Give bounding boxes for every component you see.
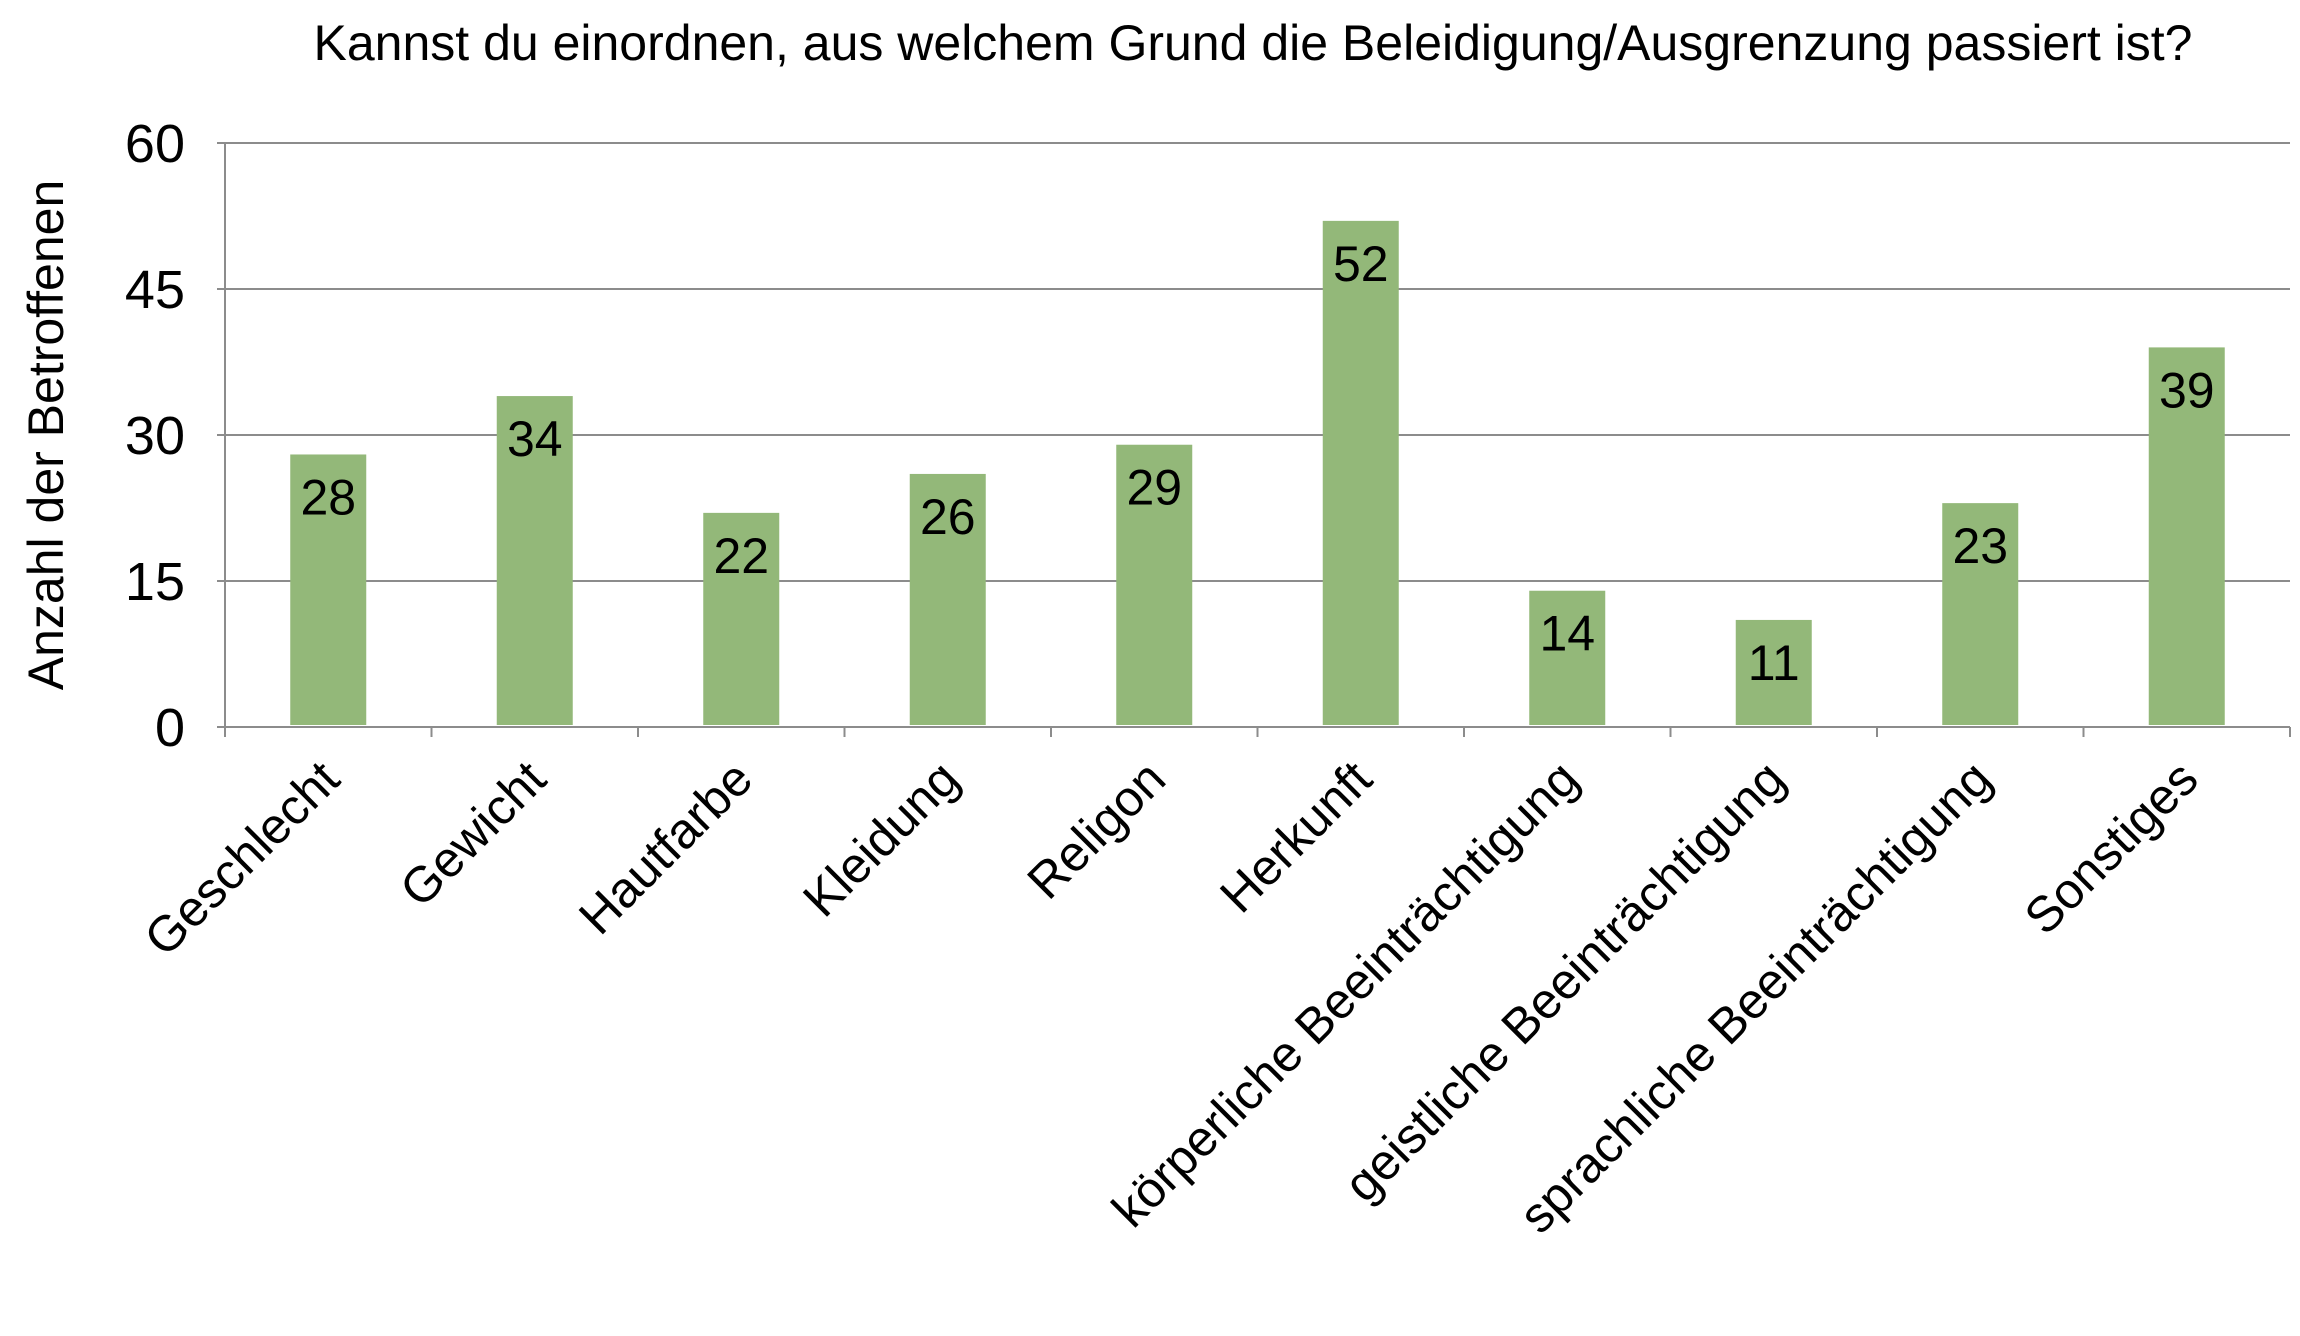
data-label: 34 — [507, 411, 563, 467]
y-axis-title: Anzahl der Betroffenen — [18, 180, 74, 691]
data-label: 39 — [2159, 362, 2215, 418]
chart-title: Kannst du einordnen, aus welchem Grund d… — [314, 15, 2193, 71]
x-tick-label: Gewicht — [389, 750, 556, 917]
x-tick-label: Religon — [1017, 750, 1176, 909]
data-label: 22 — [713, 528, 769, 584]
x-tick-label: Hautfarbe — [568, 750, 763, 945]
data-label: 14 — [1539, 606, 1595, 662]
bar — [2148, 347, 2225, 725]
x-tick-label: Kleidung — [792, 750, 969, 927]
bar — [1735, 619, 1812, 725]
bar — [1529, 590, 1606, 725]
x-tick-labels: Geschlecht Gewicht Hautfarbe Kleidung Religo… — [134, 750, 2209, 1244]
data-label: 26 — [920, 489, 976, 545]
bar — [909, 473, 986, 725]
y-tick-label: 45 — [125, 260, 185, 320]
data-label: 29 — [1126, 460, 1182, 516]
data-label: 23 — [1952, 518, 2008, 574]
bar — [290, 454, 367, 725]
data-label: 28 — [300, 469, 356, 525]
y-tick-label: 60 — [125, 114, 185, 174]
y-tick-label: 15 — [125, 552, 185, 612]
y-tick-label: 30 — [125, 406, 185, 466]
data-labels: 28 34 22 26 29 52 14 11 23 39 — [300, 236, 2214, 691]
y-tick-labels: 0 15 30 45 60 — [125, 114, 185, 758]
y-tick-label: 0 — [155, 698, 185, 758]
axes — [217, 142, 2291, 737]
bar — [1116, 444, 1193, 725]
bar — [1322, 220, 1399, 725]
bar — [703, 512, 780, 725]
x-tick-label: geistliche Beeinträchtigung — [1333, 750, 1795, 1212]
x-tick-label: Sonstiges — [2014, 750, 2209, 945]
bars — [290, 220, 2225, 725]
bar — [496, 396, 573, 725]
bar — [1942, 503, 2019, 725]
x-tick-label: Geschlecht — [134, 750, 351, 967]
data-label: 11 — [1748, 635, 1800, 691]
data-label: 52 — [1333, 236, 1389, 292]
x-tick-label: Herkunft — [1209, 750, 1382, 923]
